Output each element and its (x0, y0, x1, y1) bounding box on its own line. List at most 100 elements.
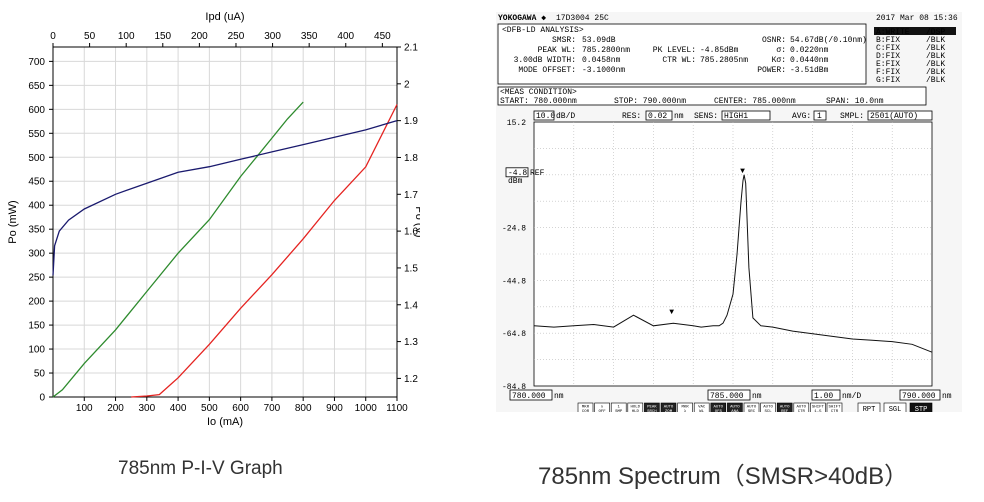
softkey-label-top: 1 (617, 406, 620, 410)
softkey-label-top: MKR (681, 406, 689, 410)
action-button-label: STP (915, 406, 928, 412)
x-tick-label: 300 (138, 403, 155, 414)
trace-status: /BLK (926, 76, 945, 85)
osnr-value: 54.67dB(/0.10nm) (790, 36, 867, 45)
res-label: RES: (622, 112, 641, 121)
y2-tick-label: 1.8 (404, 153, 418, 164)
spectrum-chart: YOKOGAWA ◆ 17D3004 25C 2017 Mar 08 15:36 <D… (497, 14, 958, 414)
softkey-label-top: SHIFT (812, 406, 825, 410)
softkey-label-bottom: OFF (598, 410, 606, 412)
x2-tick-label: 50 (84, 31, 96, 42)
y-tick-label: 300 (28, 249, 45, 260)
sens-box[interactable] (721, 110, 771, 121)
x-center-value: 785.000 (710, 392, 744, 401)
ref-box[interactable] (505, 167, 529, 178)
scale-box[interactable] (533, 110, 555, 121)
scale-value: 10.0 (536, 112, 555, 121)
x-start-value: 780.000 (512, 392, 546, 401)
softkey-label-bottom: COR (582, 410, 590, 412)
width-value: 0.0458nm (582, 56, 621, 65)
softkey-label-top: PEAK (647, 406, 657, 410)
trace-name: A:WRITE (876, 28, 910, 37)
softkey-label-bottom: OFS (715, 410, 723, 412)
plot-frame (52, 46, 398, 398)
avg-box[interactable] (813, 110, 827, 121)
res-value: 0.02 (648, 112, 667, 121)
x-start-box[interactable] (509, 389, 553, 401)
x-center-box[interactable] (707, 389, 751, 401)
x-tick-label: 600 (232, 403, 249, 414)
x-per-div-box[interactable] (811, 389, 841, 401)
ref-unit: dBm (508, 177, 523, 186)
trace-name: G:FIX (876, 76, 900, 85)
trace-name: D:FIX (876, 52, 900, 61)
softkey-label-bottom: CTR (798, 410, 806, 412)
y2-tick-label: 1.5 (404, 263, 418, 274)
y-tick-label: 100 (28, 345, 45, 356)
x-per-div-value: 1.00 (814, 392, 833, 401)
softkey-label-bottom: ANA (731, 410, 739, 412)
spectrum-y-tick-label: 15.2 (507, 119, 526, 128)
x2-tick-label: 150 (154, 31, 171, 42)
trace-status: /BLK (926, 60, 945, 69)
meas-center: CENTER: 785.000nm (714, 97, 796, 106)
softkey-label-top: AUTO (713, 406, 723, 410)
trace-active-highlight (874, 27, 956, 35)
y-tick-label: 350 (28, 225, 45, 236)
smsr-label: SMSR: (552, 36, 576, 45)
x2-tick-label: 350 (301, 31, 318, 42)
series-line-3 (52, 119, 398, 276)
x-stop-unit: nm (942, 392, 952, 401)
x-start-unit: nm (554, 392, 564, 401)
x2-tick-label: 100 (118, 31, 135, 42)
trace-name: B:FIX (876, 36, 900, 45)
softkey-label-top: VAC (698, 406, 706, 410)
power-label: POWER: (757, 66, 786, 75)
softkey-label-bottom: WL (699, 410, 704, 412)
y-tick-label: 150 (28, 321, 45, 332)
trace-status: /BLK (926, 52, 945, 61)
x-tick-label: 400 (170, 403, 187, 414)
softkey-label-top: SHIFT (828, 406, 841, 410)
pk-level-value: -4.85dBm (700, 46, 739, 55)
spectrum-caption: 785nm Spectrum（SMSR>40dB） (538, 463, 909, 490)
trace-status: /BLK (926, 68, 945, 77)
trace-status: /BLK (926, 44, 945, 53)
x2-tick-label: 0 (50, 31, 56, 42)
x-per-div-unit: nm/D (842, 392, 861, 401)
softkey-label-top: λ (601, 405, 604, 410)
pk-level-label: PK LEVEL: (653, 46, 696, 55)
mode-offset-value: -3.1000nm (582, 66, 625, 75)
y2-tick-label: 2.1 (404, 43, 418, 54)
x-stop-box[interactable] (899, 389, 941, 401)
y-tick-label: 0 (39, 393, 45, 404)
trace-status: /DSP (926, 28, 945, 37)
res-box[interactable] (645, 110, 673, 121)
meas-header: <MEAS CONDITION> (500, 88, 577, 97)
softkey-label-bottom: REF (781, 410, 789, 412)
action-button-label: RPT (863, 406, 876, 412)
softkey-label-bottom: ZOM (665, 410, 673, 412)
piv-caption: 785nm P-I-V Graph (118, 458, 283, 479)
softkey-label-bottom: SRCH (647, 410, 657, 412)
y-tick-label: 250 (28, 273, 45, 284)
softkey-label-bottom: SCL (764, 410, 772, 412)
x2-tick-label: 250 (228, 31, 245, 42)
smpl-box[interactable] (867, 110, 933, 121)
spectrum-trace (533, 174, 933, 353)
x-tick-label: 1100 (386, 403, 408, 414)
y2-axis-title: Po (V) (413, 206, 420, 237)
avg-label: AVG: (792, 112, 811, 121)
x-center-unit: nm (752, 392, 762, 401)
trace-status: /BLK (926, 36, 945, 45)
y2-tick-label: 1.3 (404, 337, 418, 348)
smpl-label: SMPL: (840, 112, 864, 121)
softkey-label-top: AUTO (664, 406, 674, 410)
y-tick-label: 450 (28, 177, 45, 188)
softkey-label-bottom: HLD (632, 410, 640, 412)
mode-offset-label: MODE OFFSET: (518, 66, 576, 75)
piv-chart-panel: 100 200 300 400 500 600 700 800 900 1000 1100 0 50 10… (0, 0, 425, 440)
trace-name: E:FIX (876, 60, 900, 69)
spectrum-y-tick-label: -24.8 (502, 225, 526, 234)
spectrum-y-tick-label: -44.8 (502, 277, 526, 286)
